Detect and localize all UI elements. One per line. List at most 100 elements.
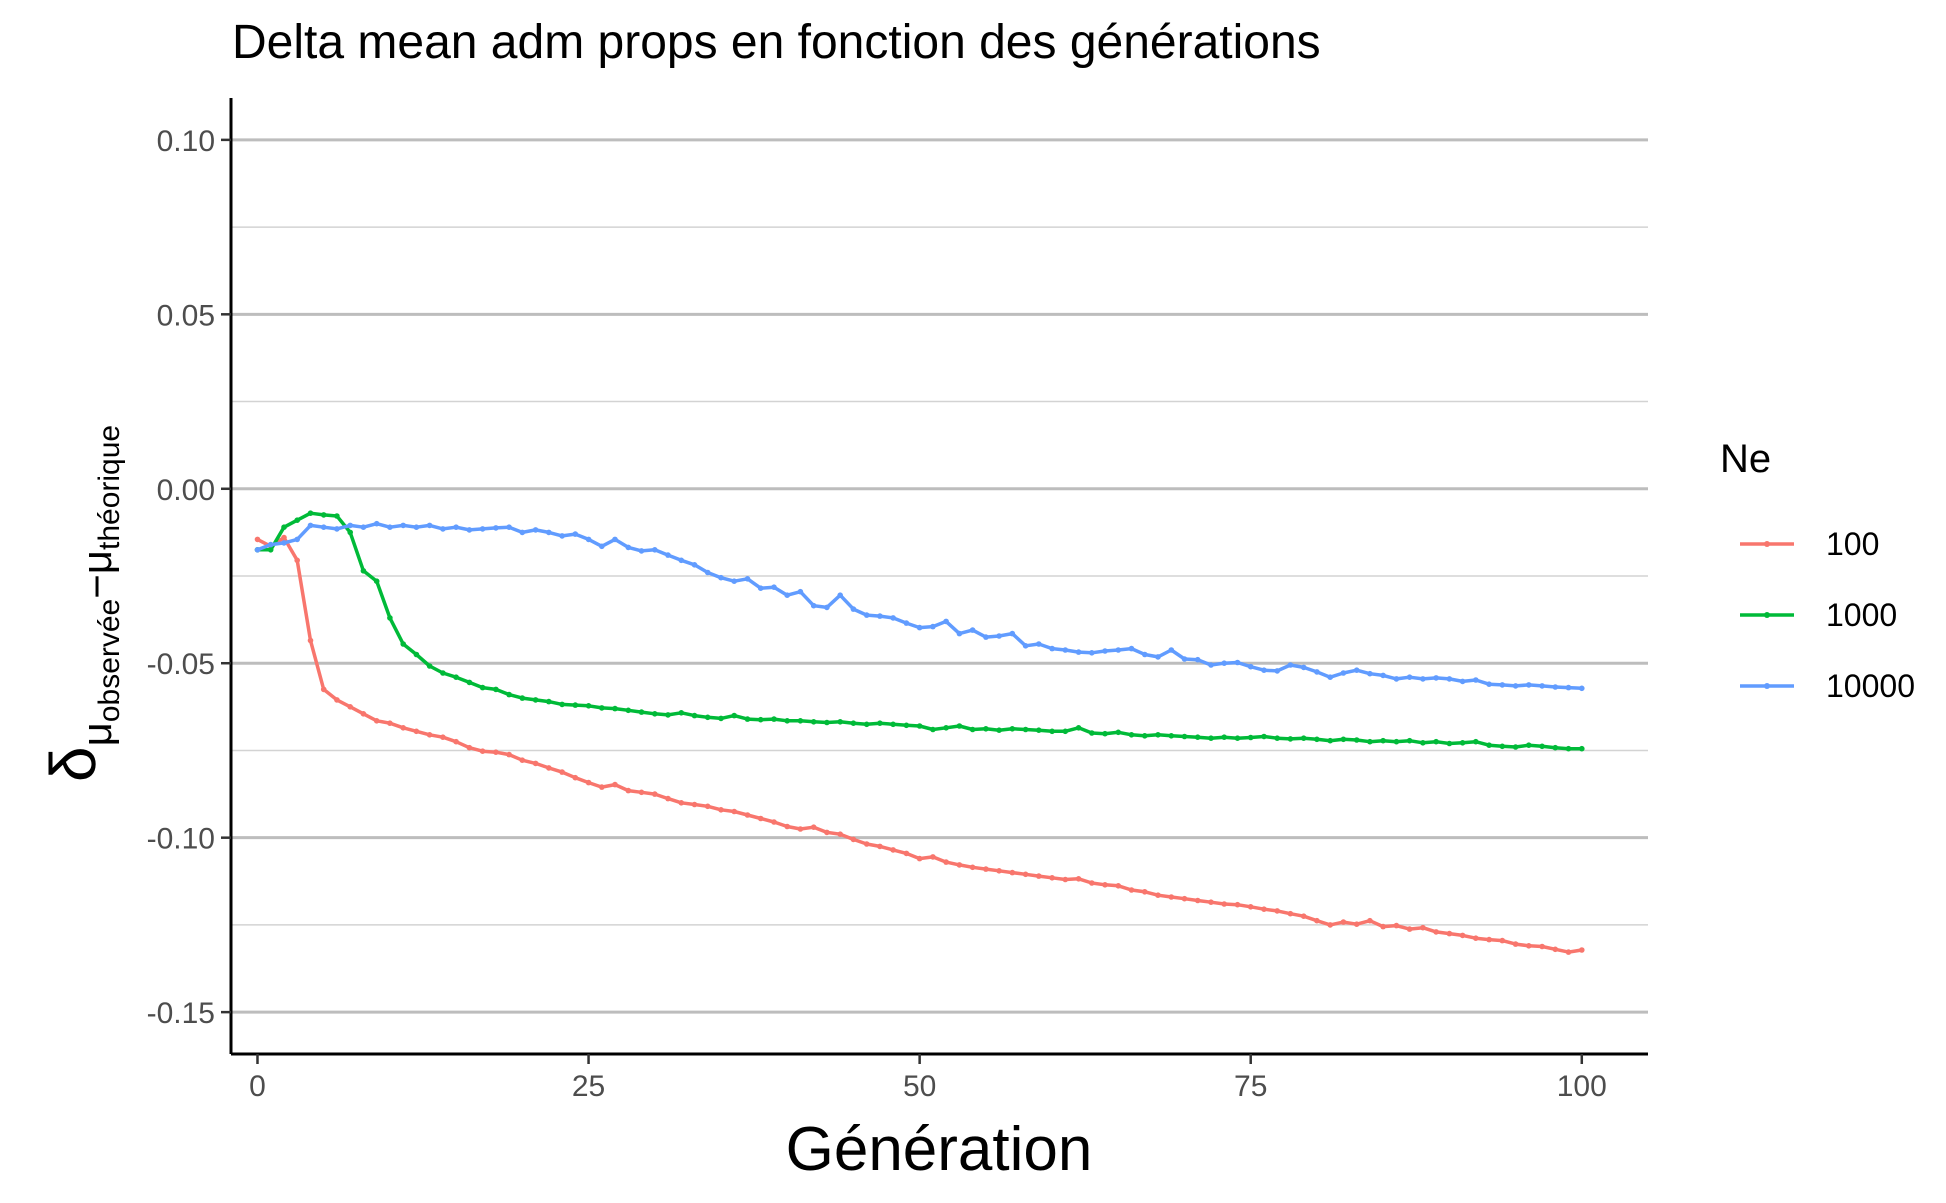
data-point — [731, 808, 737, 815]
data-point — [1512, 744, 1519, 750]
data-point — [691, 712, 698, 719]
data-point — [1049, 728, 1055, 735]
data-point — [744, 576, 751, 582]
data-point — [1075, 876, 1082, 882]
data-point — [1062, 647, 1069, 653]
data-point — [493, 686, 499, 693]
data-point — [453, 738, 459, 745]
data-point — [320, 686, 327, 693]
legend-label: 100 — [1826, 526, 1879, 562]
data-point — [1340, 736, 1347, 743]
y-axis-ticks: 0.10 0.05 0.00 -0.05 -0.10 -0.15 — [147, 125, 231, 1030]
data-point — [718, 807, 724, 813]
data-point — [413, 524, 420, 530]
data-point — [837, 592, 843, 598]
data-point — [837, 831, 843, 837]
data-point — [267, 547, 274, 553]
data-point — [572, 702, 579, 708]
data-point — [572, 531, 579, 537]
x-tick-label: 25 — [572, 1070, 605, 1103]
data-point — [903, 850, 910, 857]
data-point — [1221, 901, 1227, 907]
data-point — [744, 812, 751, 818]
data-point — [916, 624, 923, 631]
data-point — [863, 841, 870, 847]
data-point — [969, 726, 976, 733]
data-point — [903, 620, 910, 626]
data-point — [877, 720, 883, 726]
data-point — [850, 720, 857, 726]
data-point — [1261, 906, 1267, 912]
data-point — [585, 703, 592, 709]
data-point — [1062, 876, 1069, 883]
data-point — [1433, 929, 1439, 935]
data-point — [440, 526, 446, 532]
data-point — [1115, 883, 1122, 889]
data-point — [1274, 908, 1280, 914]
data-point — [1473, 738, 1479, 745]
data-point — [704, 569, 711, 576]
data-point — [532, 760, 539, 767]
data-point — [1526, 943, 1532, 949]
data-point — [757, 716, 764, 723]
data-point — [387, 524, 393, 530]
series-line-100 — [256, 535, 1583, 954]
data-point — [1552, 744, 1559, 751]
data-point — [784, 592, 790, 598]
data-point — [1022, 643, 1029, 649]
data-point — [585, 779, 592, 786]
data-point — [903, 722, 910, 729]
data-point — [890, 615, 896, 621]
data-point — [1221, 734, 1227, 740]
data-point — [652, 547, 658, 553]
data-point — [1327, 674, 1333, 680]
data-point — [453, 674, 459, 680]
data-point — [294, 536, 301, 543]
data-point — [1247, 734, 1254, 741]
data-point — [360, 524, 367, 530]
data-point — [850, 606, 857, 612]
legend-label: 1000 — [1826, 597, 1897, 633]
svg-text:δμobservée−μthéorique: δμobservée−μthéorique — [37, 425, 126, 782]
data-point — [1579, 745, 1585, 752]
data-point — [652, 791, 658, 797]
data-point — [691, 562, 698, 568]
data-point — [810, 719, 817, 725]
data-point — [890, 847, 896, 853]
data-point — [1565, 684, 1572, 691]
data-point — [1181, 895, 1188, 902]
data-point — [996, 633, 1002, 639]
data-point — [1539, 943, 1545, 950]
data-point — [744, 716, 751, 722]
data-point — [1314, 736, 1320, 743]
y-tick-label: -0.05 — [147, 648, 215, 681]
data-point — [731, 712, 737, 719]
data-point — [466, 679, 473, 686]
data-point — [943, 859, 949, 865]
data-point — [1287, 910, 1294, 917]
data-point — [1208, 662, 1214, 668]
data-point — [1446, 740, 1453, 747]
data-point — [307, 522, 314, 529]
data-point — [1420, 924, 1426, 931]
data-point — [294, 557, 301, 564]
data-point — [307, 637, 314, 644]
data-point — [1194, 656, 1201, 663]
data-point — [1380, 672, 1386, 679]
data-point — [1234, 735, 1241, 741]
data-point — [254, 547, 261, 553]
data-point — [956, 630, 963, 637]
legend-title: Ne — [1720, 437, 1771, 481]
data-point — [638, 548, 645, 554]
data-point — [1353, 921, 1360, 927]
data-point — [1036, 873, 1042, 879]
data-point — [1194, 897, 1201, 904]
data-point — [373, 578, 380, 584]
data-point — [731, 578, 737, 584]
data-point — [757, 815, 764, 822]
data-point — [1234, 659, 1241, 666]
data-point — [996, 868, 1002, 874]
data-point — [1287, 662, 1294, 668]
data-point — [400, 725, 407, 731]
data-point — [532, 527, 539, 533]
